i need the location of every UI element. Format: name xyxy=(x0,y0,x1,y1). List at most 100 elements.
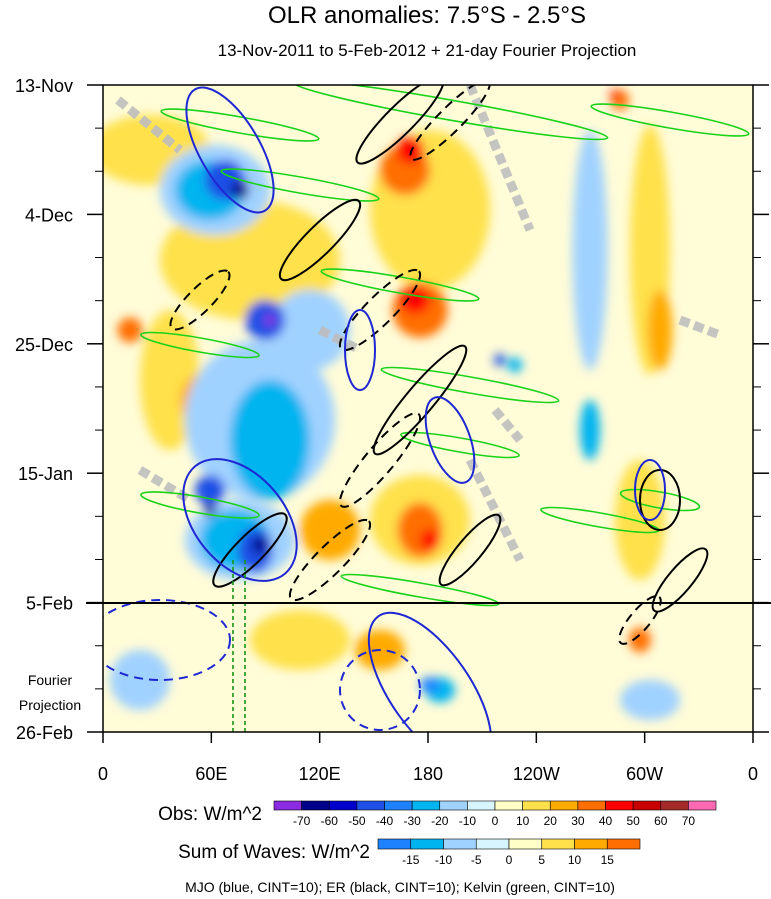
anomaly-blob xyxy=(647,290,673,370)
mjo-contour xyxy=(103,599,231,681)
er-contour xyxy=(651,547,709,613)
colorbar-box xyxy=(328,800,358,811)
colorbar-box xyxy=(522,800,551,811)
mjo-contour xyxy=(182,458,298,582)
colorbar-tick-label: 5 xyxy=(538,853,545,867)
chart-title: OLR anomalies: 7.5°S - 2.5°S xyxy=(268,2,586,29)
mjo-contour xyxy=(185,86,275,214)
colorbar-box xyxy=(688,800,717,811)
colorbar-box xyxy=(494,800,523,811)
colorbar-tick-label: -40 xyxy=(376,814,394,828)
mjo-contour xyxy=(424,396,476,484)
colorbar-tick-label: 0 xyxy=(506,853,513,867)
er-contour xyxy=(338,268,422,352)
x-tick-label: 120W xyxy=(513,764,560,784)
colorbar-box xyxy=(467,800,496,811)
colorbar-tick-label: 20 xyxy=(544,814,558,828)
wave-contours xyxy=(103,85,750,732)
anomaly-blob xyxy=(110,650,170,710)
anomaly-blob xyxy=(572,130,608,370)
kelvin-contour xyxy=(380,366,560,404)
colorbar-tick-label: 70 xyxy=(682,814,696,828)
anomaly-blob xyxy=(204,504,216,516)
colorbar-box xyxy=(411,800,441,811)
colorbar-box xyxy=(508,838,543,850)
kelvin-contour xyxy=(220,168,380,202)
projection-label-line1: Fourier xyxy=(28,672,73,688)
colorbar-tick-label: 0 xyxy=(492,814,499,828)
er-contour xyxy=(278,198,362,282)
colorbar-tick-label: 60 xyxy=(654,814,668,828)
colorbar-tick-label: 50 xyxy=(626,814,640,828)
plot-area xyxy=(103,85,753,732)
colorbar-box xyxy=(660,800,689,811)
kelvin-contour xyxy=(291,85,609,141)
colorbar-tick-label: -15 xyxy=(402,853,420,867)
anomaly-blob xyxy=(230,380,310,500)
er-contour xyxy=(169,269,231,331)
colorbar-box xyxy=(273,800,302,811)
x-tick-label: 0 xyxy=(98,764,108,784)
y-tick-label: 26-Feb xyxy=(16,723,73,743)
er-contour xyxy=(438,513,502,587)
missing-band xyxy=(115,96,183,154)
colorbar-tick-label: 40 xyxy=(599,814,613,828)
anomaly-blob xyxy=(264,314,276,326)
projection-label-line2: Projection xyxy=(19,697,81,713)
footer-note: MJO (blue, CINT=10); ER (black, CINT=10)… xyxy=(185,879,615,895)
colorbar-box xyxy=(410,838,444,850)
anomaly-blob xyxy=(300,500,360,560)
anomaly-blob xyxy=(610,90,620,100)
waves-colorbar-label: Sum of Waves: W/m^2 xyxy=(178,842,370,863)
colorbar-tick-label: -60 xyxy=(321,814,339,828)
colorbar-tick-label: -30 xyxy=(403,814,421,828)
kelvin-contour xyxy=(160,108,320,142)
colorbar-tick-label: 30 xyxy=(571,814,585,828)
anomaly-blob xyxy=(252,536,268,554)
missing-band xyxy=(678,315,722,340)
colorbar-tick-label: -10 xyxy=(435,853,453,867)
anomaly-blob xyxy=(117,317,143,343)
colorbar-box xyxy=(377,838,412,850)
colorbar-box xyxy=(606,838,641,850)
kelvin-contour xyxy=(619,488,701,512)
er-contour xyxy=(338,412,422,508)
colorbar-box xyxy=(356,800,385,811)
colorbar-tick-label: -20 xyxy=(431,814,449,828)
colorbar-tick-label: -50 xyxy=(348,814,366,828)
er-contour xyxy=(288,518,372,602)
colorbar-box xyxy=(605,800,634,811)
colorbar-box xyxy=(632,800,662,811)
kelvin-contour xyxy=(140,491,260,519)
x-tick-label: 120E xyxy=(299,764,341,784)
mjo-contour xyxy=(339,649,421,731)
colorbar-tick-label: -5 xyxy=(471,853,482,867)
chart-subtitle: 13-Nov-2011 to 5-Feb-2012 + 21-day Fouri… xyxy=(218,41,637,60)
colorbar-tick-label: -10 xyxy=(459,814,477,828)
y-tick-label: 5-Feb xyxy=(26,594,73,614)
kelvin-contour xyxy=(320,268,480,302)
colorbar-tick-label: 15 xyxy=(601,853,615,867)
y-tick-label: 13-Nov xyxy=(15,76,73,96)
missing-band xyxy=(465,85,535,232)
missing-data-hatching xyxy=(115,85,722,563)
colorbar-box xyxy=(301,800,330,811)
colorbar-tick-label: -70 xyxy=(293,814,311,828)
er-contour xyxy=(355,85,445,165)
x-tick-label: 180 xyxy=(413,764,443,784)
missing-band xyxy=(465,457,525,563)
x-axis: 0 60E 120E 180 120W 60W 0 xyxy=(98,732,758,784)
anomaly-blob xyxy=(420,677,440,693)
y-axis: 13-Nov 4-Dec 25-Dec 15-Jan 5-Feb 26-Feb xyxy=(15,76,769,743)
anomaly-blob xyxy=(250,610,350,670)
er-contour xyxy=(372,344,468,456)
anomaly-blob xyxy=(397,502,443,558)
x-tick-label: 60E xyxy=(195,764,227,784)
anomaly-blob xyxy=(580,400,600,460)
er-contour xyxy=(618,595,662,645)
colorbar-box xyxy=(475,838,510,850)
obs-colorbar-label: Obs: W/m^2 xyxy=(158,804,262,825)
anomaly-blob xyxy=(615,460,665,580)
missing-band xyxy=(137,466,193,504)
